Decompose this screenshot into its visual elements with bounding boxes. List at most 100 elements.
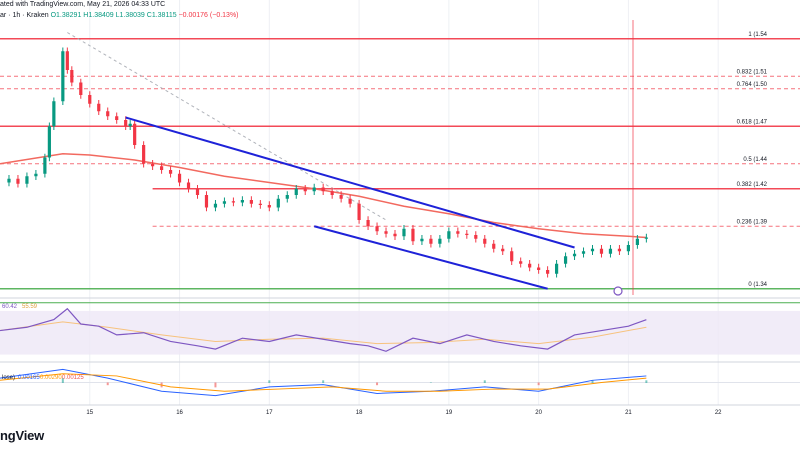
candle bbox=[267, 205, 271, 208]
candle bbox=[528, 263, 532, 268]
candle bbox=[447, 231, 451, 239]
candle bbox=[375, 226, 379, 232]
candle bbox=[168, 170, 173, 174]
fib-label: 0.832 (1.51 bbox=[737, 69, 768, 75]
candle bbox=[7, 178, 11, 183]
candle bbox=[303, 188, 307, 192]
candle bbox=[501, 248, 505, 252]
candle bbox=[258, 203, 262, 205]
chart-header: ated with TradingView.com, May 21, 2026 … bbox=[0, 1, 165, 8]
candle bbox=[465, 233, 469, 235]
candle bbox=[159, 166, 164, 170]
candle bbox=[581, 251, 586, 254]
candle bbox=[393, 233, 397, 237]
candle bbox=[25, 176, 29, 184]
x-tick-label: 17 bbox=[266, 410, 273, 416]
candle bbox=[70, 70, 74, 83]
candle bbox=[644, 237, 648, 239]
candle bbox=[16, 178, 20, 184]
candle bbox=[608, 248, 613, 254]
candle bbox=[88, 95, 92, 104]
candle bbox=[195, 188, 200, 195]
candle bbox=[554, 263, 559, 274]
candle bbox=[142, 145, 146, 164]
candle bbox=[240, 200, 244, 203]
candle bbox=[151, 163, 155, 167]
candle bbox=[43, 157, 47, 174]
x-tick-label: 22 bbox=[715, 410, 722, 416]
fib-label: 0.236 (1.39 bbox=[737, 219, 768, 225]
header-source: ated with TradingView.com, May 21, 2026 … bbox=[0, 1, 166, 8]
candle bbox=[47, 126, 51, 158]
candle bbox=[65, 51, 69, 70]
candle bbox=[537, 267, 541, 270]
close-value: C1.38115 bbox=[146, 12, 177, 19]
candle bbox=[546, 270, 550, 274]
candle bbox=[128, 123, 132, 127]
macd-histogram-bar bbox=[268, 380, 271, 383]
candle bbox=[276, 198, 280, 208]
candle bbox=[590, 248, 595, 252]
fib-label: 0.5 (1.44 bbox=[743, 157, 767, 163]
rsi-line bbox=[0, 307, 647, 352]
macd-histogram-bar bbox=[322, 380, 325, 383]
candle bbox=[563, 256, 568, 264]
candle bbox=[348, 198, 352, 204]
candle bbox=[411, 228, 415, 242]
candle bbox=[97, 103, 101, 112]
channel-lower-line bbox=[313, 225, 548, 290]
macd-histogram-bar bbox=[214, 382, 217, 388]
ohlc-legend: ar · 1h · Kraken O1.38291 H1.38409 L1.38… bbox=[0, 12, 239, 19]
candle bbox=[204, 195, 209, 208]
candle bbox=[222, 201, 227, 204]
rsi-value-b: 55.59 bbox=[22, 304, 38, 310]
candle bbox=[177, 173, 182, 183]
candle bbox=[384, 231, 388, 234]
fib-label: 0 (1.34 bbox=[748, 282, 767, 288]
macd-histogram-bar bbox=[106, 382, 109, 386]
candle bbox=[249, 200, 253, 204]
macd-histogram-bar bbox=[645, 380, 648, 383]
candle bbox=[285, 195, 289, 199]
macd-histogram-bar bbox=[483, 380, 486, 383]
macd-line bbox=[0, 368, 647, 397]
x-tick-label: 15 bbox=[86, 410, 93, 416]
macd-histogram-bar bbox=[429, 382, 432, 383]
alert-marker-icon bbox=[613, 286, 623, 296]
dashed-trend bbox=[67, 32, 387, 221]
fib-label: 0.764 (1.50 bbox=[737, 82, 768, 88]
candle bbox=[438, 238, 442, 244]
candle bbox=[599, 248, 604, 254]
x-tick-label: 18 bbox=[356, 410, 363, 416]
symbol-label: ar · 1h · Kraken bbox=[0, 12, 49, 19]
rsi-value-a: 60.42 bbox=[2, 304, 18, 310]
candle bbox=[492, 243, 496, 249]
candle bbox=[429, 238, 433, 244]
macd-value: 0.00125 bbox=[62, 375, 84, 381]
macd-histogram-bar bbox=[61, 378, 64, 383]
candle bbox=[474, 235, 478, 239]
candle bbox=[133, 123, 137, 145]
macd-value: lose) bbox=[2, 375, 15, 381]
candle bbox=[366, 220, 370, 227]
candle bbox=[420, 238, 424, 242]
candle bbox=[79, 82, 83, 95]
candle bbox=[626, 245, 631, 252]
candle bbox=[312, 187, 316, 192]
moving-average-line bbox=[0, 152, 647, 239]
macd-histogram-bar bbox=[591, 380, 594, 383]
x-tick-label: 21 bbox=[625, 410, 632, 416]
low-value: L1.38039 bbox=[115, 12, 145, 19]
open-value: O1.38291 bbox=[50, 12, 82, 19]
rsi-ma-line bbox=[0, 321, 647, 345]
candle bbox=[186, 182, 191, 189]
candle bbox=[456, 231, 460, 234]
signal-line bbox=[0, 373, 647, 392]
change-value: −0.00176 (−0.13%) bbox=[178, 12, 239, 19]
candle bbox=[52, 101, 56, 127]
rsi-band bbox=[0, 310, 800, 355]
macd-histogram-bar bbox=[376, 382, 379, 386]
candle bbox=[294, 188, 298, 195]
candle bbox=[106, 111, 110, 117]
